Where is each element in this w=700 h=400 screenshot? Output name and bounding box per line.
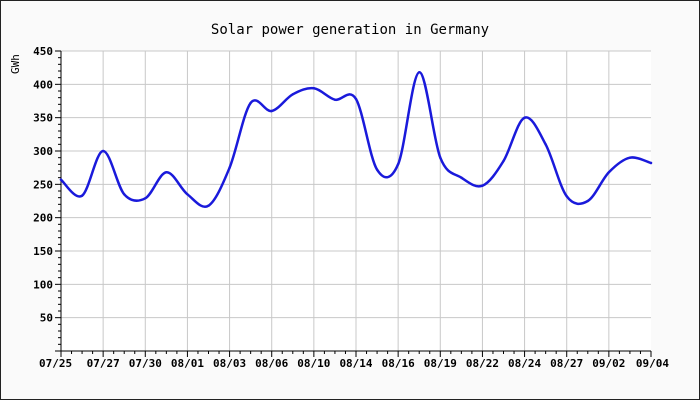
grid — [61, 50, 651, 351]
tick-labels: 50 100 150 200 250 300 350 400 450 07/25 07/27 07/3… — [33, 45, 669, 370]
x-tick-label: 07/25 — [39, 357, 72, 370]
x-tick-label: 09/04 — [636, 357, 669, 370]
data-point — [270, 109, 273, 113]
data-point — [375, 168, 379, 171]
y-tick-label: 350 — [33, 112, 53, 125]
data-point — [544, 143, 547, 146]
data-point — [101, 149, 105, 153]
x-tick-label: 08/19 — [424, 357, 457, 370]
data-point — [228, 166, 231, 169]
chart-title: Solar power generation in Germany — [211, 22, 489, 38]
axes — [55, 50, 652, 357]
x-tick-label: 08/16 — [382, 357, 415, 370]
y-tick-label: 400 — [33, 78, 53, 91]
data-point — [628, 156, 632, 159]
data-point — [123, 193, 126, 196]
x-tick-label: 08/24 — [508, 357, 541, 370]
x-tick-label: 07/27 — [87, 357, 120, 370]
data-point — [481, 184, 484, 187]
data-point — [144, 197, 147, 200]
data-point — [586, 199, 589, 203]
data-point — [59, 178, 63, 181]
data-point — [565, 195, 568, 198]
data-point — [312, 87, 316, 90]
data-point — [418, 71, 421, 74]
data-point — [165, 171, 168, 174]
data-point — [291, 93, 294, 96]
series — [59, 71, 653, 208]
x-tick-label: 08/03 — [213, 357, 246, 370]
data-point — [354, 97, 358, 101]
y-tick-label: 250 — [33, 178, 53, 191]
data-point — [396, 163, 400, 166]
data-point — [249, 101, 252, 105]
data-point — [460, 176, 463, 179]
data-point — [333, 98, 337, 101]
data-point — [186, 193, 189, 196]
y-tick-label: 300 — [33, 145, 53, 158]
y-tick-label: 150 — [33, 245, 53, 258]
data-point — [523, 116, 526, 119]
x-tick-label: 08/06 — [255, 357, 288, 370]
x-tick-label: 09/02 — [592, 357, 625, 370]
data-point — [439, 156, 442, 159]
y-tick-label: 100 — [33, 278, 53, 291]
y-tick-label: 450 — [33, 45, 53, 58]
x-tick-label: 07/30 — [129, 357, 162, 370]
data-point — [80, 194, 84, 197]
x-tick-label: 08/10 — [297, 357, 330, 370]
y-axis-label: GWh — [9, 54, 22, 74]
x-tick-label: 08/14 — [339, 357, 372, 370]
series-line-0 — [59, 71, 653, 208]
x-tick-label: 08/22 — [466, 357, 499, 370]
data-point — [649, 161, 653, 165]
y-tick-label: 200 — [33, 212, 53, 225]
data-point — [502, 159, 505, 163]
y-tick-label: 50 — [40, 312, 53, 325]
x-tick-label: 08/01 — [171, 357, 204, 370]
data-point — [207, 204, 210, 207]
data-point — [607, 171, 611, 174]
x-tick-label: 08/27 — [550, 357, 583, 370]
